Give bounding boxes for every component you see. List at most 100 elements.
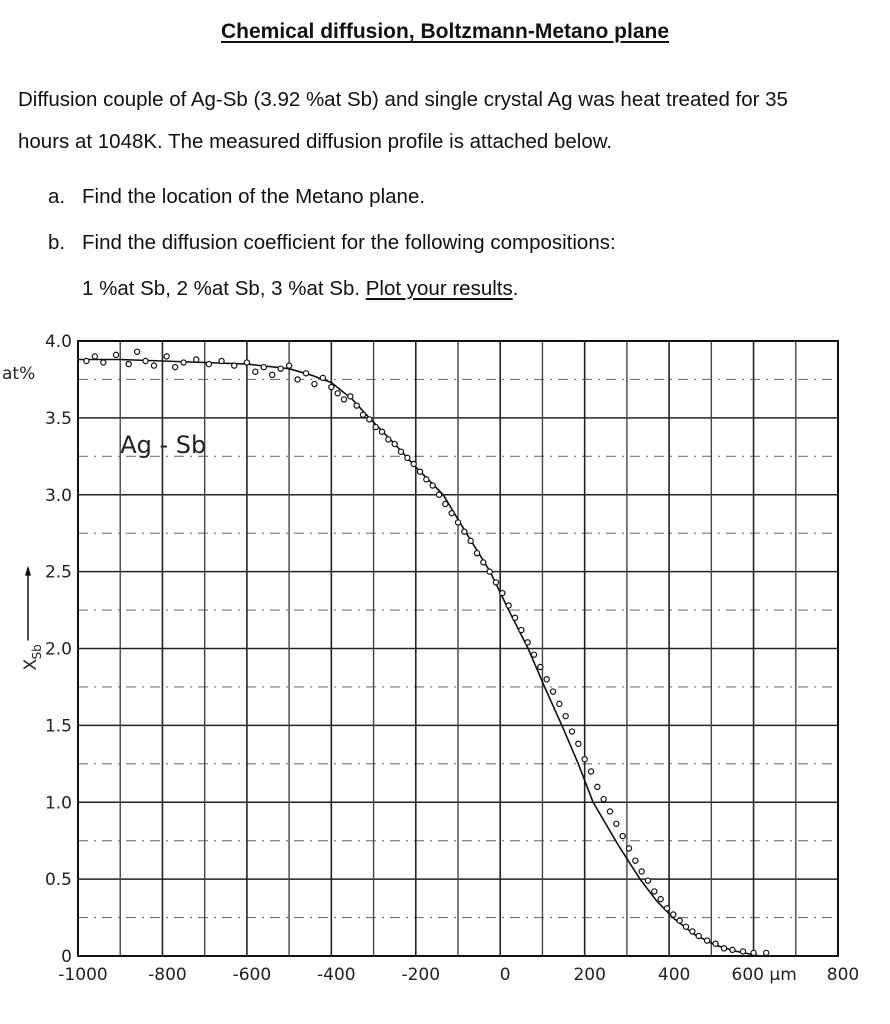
data-point [319,374,327,382]
data-point [625,845,633,852]
data-point [750,949,757,957]
data-point [486,568,493,575]
data-point [657,895,664,903]
data-point [695,932,702,940]
y-tick-label: 3.5 [45,409,72,429]
y-tick-label: 0 [61,947,72,967]
data-point [410,460,417,468]
data-point [703,937,711,944]
data-point [638,868,645,875]
data-point [133,348,141,355]
data-point [180,359,187,366]
data-point [689,928,696,935]
data-point [587,768,595,775]
plot-frame [77,340,839,957]
intro-line-1: Diffusion couple of Ag-Sb (3.92 %at Sb) … [18,88,788,111]
data-point [302,370,310,377]
x-tick-label: 200 [573,965,605,985]
question-text: Find the location of the Metano plane. [82,185,426,208]
data-point [150,362,158,369]
data-point [575,740,582,748]
data-point [670,911,677,918]
data-point [524,639,531,646]
y-tick-label: 2.0 [45,640,72,660]
data-point [518,626,525,634]
data-point [243,359,251,366]
data-point [260,363,267,371]
data-point [720,945,728,952]
plot-instruction: Plot your results [365,277,513,300]
y-tick-label: 1.0 [45,793,72,813]
data-point [112,351,120,359]
data-point [537,663,544,671]
data-point [530,651,538,658]
data-point [461,528,468,535]
question-b: b. Find the diffusion coefficient for th… [48,220,616,266]
data-point [372,423,379,431]
data-point [549,688,557,695]
data-point [378,428,386,435]
x-tick-label: -400 [317,965,356,985]
data-point [340,396,348,403]
data-point [594,783,601,791]
x-tick-label: -1000 [58,965,107,985]
data-point [385,436,392,443]
data-point [613,820,620,827]
y-unit-label: at% [2,364,35,384]
data-point [511,614,519,621]
data-point [334,390,341,397]
data-point [83,357,90,365]
data-point [581,756,588,763]
data-point [218,357,225,365]
data-point [651,888,658,895]
data-point [632,857,639,864]
x-tick-label: -200 [401,965,440,985]
data-point [277,365,284,372]
question-text: Find the diffusion coefficient for the f… [82,231,616,254]
question-a: a. Find the location of the Metano plane… [48,174,616,220]
data-point [366,416,373,423]
data-point [193,356,200,363]
x-tick-label: -600 [233,965,272,985]
y-tick-label: 3.0 [45,486,72,506]
data-point [568,728,576,735]
svg-text:Sb: Sb [30,644,44,659]
diffusion-profile-chart: 0 0.5 1.0 1.5 2.0 2.5 3.0 3.5 4.0 at% XSb -1000 -800… [2,332,859,985]
x-tick-label: -800 [148,965,187,985]
data-point [682,923,690,930]
y-axis-arrowhead-icon [25,565,31,576]
data-point [359,411,367,419]
data-point [252,368,259,375]
data-point [285,362,293,369]
problem-statement: Diffusion couple of Ag-Sb (3.92 %at Sb) … [18,79,878,163]
svg-text:X: X [21,659,41,671]
x-tick-label: 400 [658,965,690,985]
data-point [311,380,318,388]
data-point [269,371,276,379]
data-point [454,519,462,526]
data-point [448,509,455,517]
data-point [606,808,614,815]
data-point [125,360,132,368]
data-point [763,949,770,957]
question-marker: b. [48,231,66,254]
plot-instruction-end: . [512,277,519,300]
data-point [676,917,683,924]
data-point [294,376,301,383]
data-point [467,537,474,545]
y-axis-title: XSb [21,644,44,670]
y-tick-label: 0.5 [45,870,72,890]
x-tick-label: 0 [500,965,511,985]
data-point [473,549,481,557]
data-point [205,360,213,368]
data-point [397,448,405,455]
data-point [619,832,626,840]
data-point [562,712,569,720]
y-tick-label: 4.0 [45,332,72,352]
x-tick-label: 600 µm [732,965,797,985]
intro-line-2: hours at 1048K. The measured diffusion p… [18,130,613,153]
data-point [492,579,500,586]
data-point [663,905,671,912]
compositions-text: 1 %at Sb, 2 %at Sb, 3 %at Sb. [82,277,366,300]
data-point [416,468,424,475]
